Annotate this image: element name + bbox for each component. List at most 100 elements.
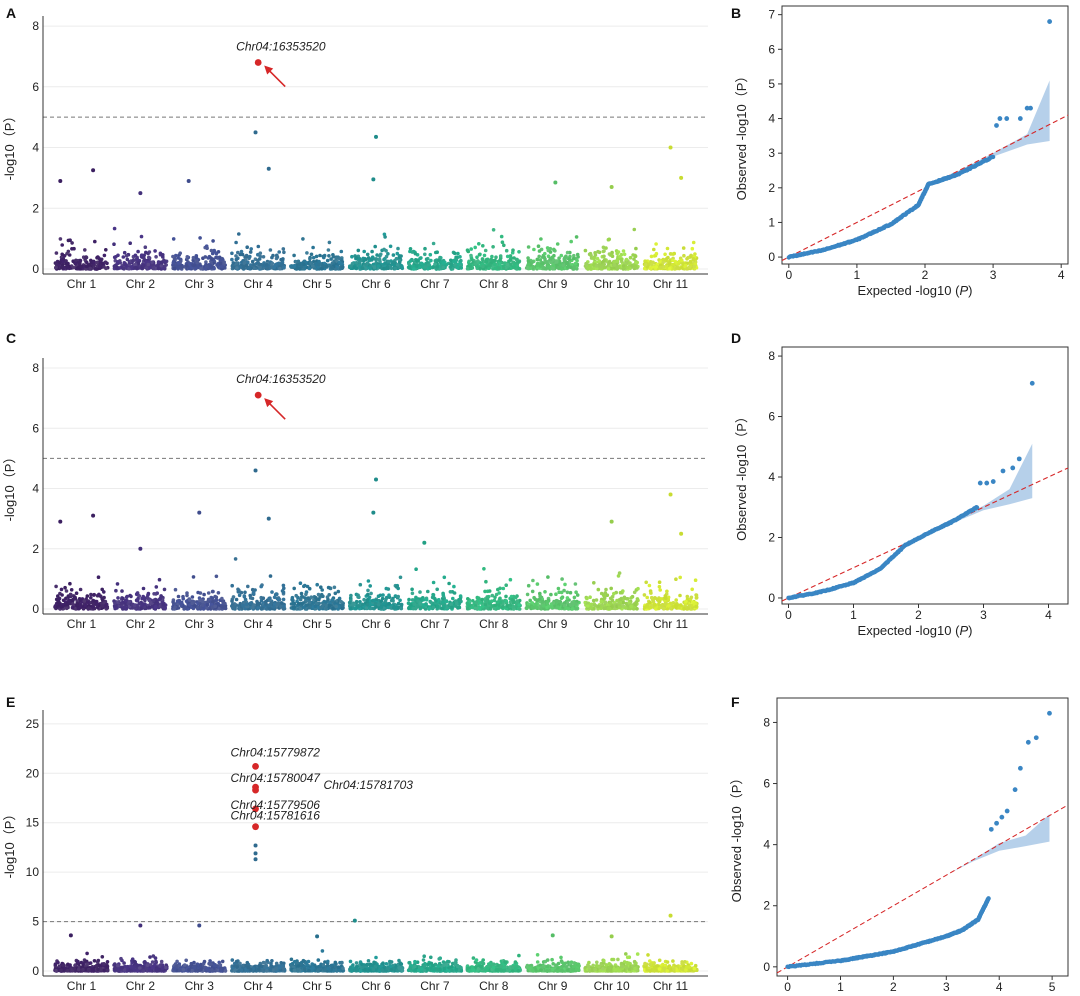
snp-point <box>606 237 611 242</box>
snp-point <box>407 606 411 610</box>
x-tick-label: Chr 6 <box>361 617 391 631</box>
snp-point <box>272 595 277 600</box>
chromosome-9 <box>524 575 581 611</box>
snp-point <box>73 596 78 601</box>
x-tick-label: Chr 5 <box>302 277 332 291</box>
snp-point <box>534 605 538 609</box>
snp-point <box>330 598 335 602</box>
y-tick-label: 4 <box>32 482 39 496</box>
snp-point <box>102 595 106 600</box>
snp-point <box>537 254 541 259</box>
snp-point <box>535 582 540 586</box>
snp-point <box>326 248 331 252</box>
snp-point <box>195 260 200 265</box>
snp-point <box>668 261 672 266</box>
snp-point <box>491 228 496 232</box>
snp-point <box>424 257 429 262</box>
snp-point <box>569 239 573 244</box>
snp-point <box>133 265 138 270</box>
snp-point <box>69 588 74 592</box>
snp-point <box>492 606 497 611</box>
snp-point <box>147 598 151 602</box>
snp-point <box>210 251 215 256</box>
snp-peak-point <box>553 180 558 185</box>
snp-point <box>376 603 381 607</box>
snp-peak-point <box>186 178 191 183</box>
snp-point <box>112 264 117 269</box>
snp-point <box>549 260 553 265</box>
snp-point <box>416 599 420 603</box>
snp-point <box>465 266 470 271</box>
snp-point <box>339 249 344 254</box>
snp-peak-point <box>197 510 202 515</box>
chromosome-7 <box>406 567 463 611</box>
chromosome-11 <box>642 575 699 611</box>
x-tick-label: Chr 8 <box>479 277 509 291</box>
y-tick-label: 6 <box>32 421 39 435</box>
snp-point <box>407 597 411 602</box>
snp-point <box>570 602 575 606</box>
snp-point <box>256 606 261 610</box>
snp-point <box>372 265 377 270</box>
snp-point <box>360 266 365 270</box>
x-tick-label: Chr 9 <box>538 617 568 631</box>
snp-point <box>234 597 239 602</box>
snp-point <box>563 582 567 587</box>
snp-point <box>131 258 135 263</box>
snp-point <box>449 602 454 607</box>
snp-point <box>412 267 416 271</box>
snp-point <box>424 602 428 606</box>
snp-point <box>407 265 412 270</box>
snp-point <box>114 254 118 259</box>
y-axis-label: -log10（P） <box>2 110 17 181</box>
snp-point <box>153 249 157 253</box>
snp-point <box>633 264 638 268</box>
snp-point <box>230 583 234 588</box>
snp-point <box>158 596 163 600</box>
snp-point <box>664 596 668 601</box>
snp-point <box>629 596 633 600</box>
snp-point <box>398 598 402 603</box>
snp-point <box>214 255 218 260</box>
snp-point <box>311 255 316 260</box>
snp-point <box>622 252 627 257</box>
snp-point <box>154 585 159 589</box>
snp-point <box>357 604 361 609</box>
snp-point <box>692 264 697 269</box>
snp-point <box>309 595 314 599</box>
snp-point <box>234 240 238 245</box>
snp-point <box>248 601 253 605</box>
snp-point <box>267 596 272 601</box>
x-tick-label: 1 <box>854 268 861 282</box>
snp-point <box>78 261 82 266</box>
snp-point <box>276 601 281 605</box>
y-tick-label: 1 <box>768 215 775 229</box>
snp-point <box>59 587 64 592</box>
snp-point <box>649 591 653 595</box>
snp-point <box>469 247 474 251</box>
snp-point <box>96 575 101 579</box>
snp-point <box>337 260 342 265</box>
snp-point <box>65 261 69 266</box>
snp-point <box>487 589 492 593</box>
snp-point <box>483 589 487 594</box>
snp-point <box>366 256 371 260</box>
snp-point <box>230 251 234 256</box>
snp-point <box>233 557 238 561</box>
snp-point <box>474 600 478 605</box>
snp-point <box>414 264 419 268</box>
snp-point <box>354 256 359 260</box>
x-tick-label: 1 <box>850 608 857 622</box>
snp-point <box>473 262 478 266</box>
snp-point <box>235 266 239 270</box>
snp-point <box>234 254 238 258</box>
snp-point <box>465 248 470 252</box>
snp-point <box>526 583 531 588</box>
snp-point <box>647 583 652 588</box>
snp-point <box>452 251 457 256</box>
snp-point <box>159 264 164 268</box>
snp-point <box>257 262 262 267</box>
snp-point <box>223 606 228 611</box>
qq-point <box>974 505 980 510</box>
x-tick-label: Chr 10 <box>594 617 630 631</box>
